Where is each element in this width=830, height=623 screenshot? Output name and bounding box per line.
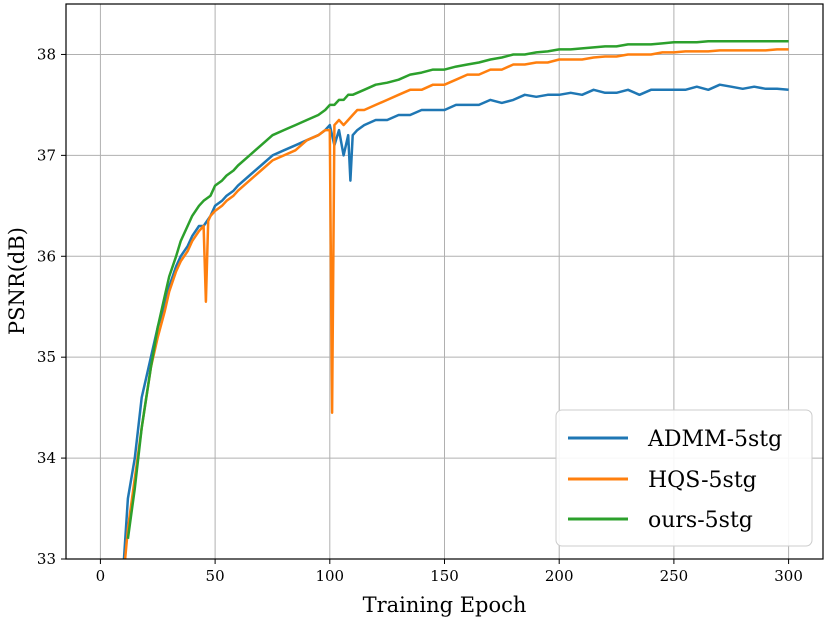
y-tick-label: 35 [37, 348, 56, 366]
x-tick-label: 200 [545, 567, 574, 585]
series-line-admm [122, 83, 789, 559]
legend: ADMM-5stg HQS-5stg ours-5stg [555, 409, 813, 547]
legend-label-hqs: HQS-5stg [648, 468, 757, 493]
y-tick-label: 37 [37, 146, 56, 164]
series-line-ours [126, 40, 789, 539]
x-tick-label: 50 [206, 567, 225, 585]
y-tick-label: 34 [37, 449, 56, 467]
x-tick-label: 300 [774, 567, 803, 585]
x-axis-label: Training Epoch [363, 593, 527, 617]
y-tick-label: 36 [37, 247, 56, 265]
legend-box [555, 409, 813, 547]
legend-label-ours: ours-5stg [648, 508, 753, 533]
legend-label-admm: ADMM-5stg [647, 427, 782, 452]
x-tick-label: 100 [315, 567, 344, 585]
y-tick-label: 33 [37, 550, 56, 568]
x-tick-label: 250 [660, 567, 689, 585]
series-layer [122, 40, 789, 559]
x-tick-label: 150 [430, 567, 459, 585]
y-tick-label: 38 [37, 45, 56, 63]
y-axis-label: PSNR(dB) [5, 227, 29, 335]
axis-ticks: 0 50 100 150 200 250 300 33 34 35 36 37 38 [37, 45, 803, 585]
series-line-hqs [123, 48, 789, 559]
x-tick-label: 0 [96, 567, 106, 585]
